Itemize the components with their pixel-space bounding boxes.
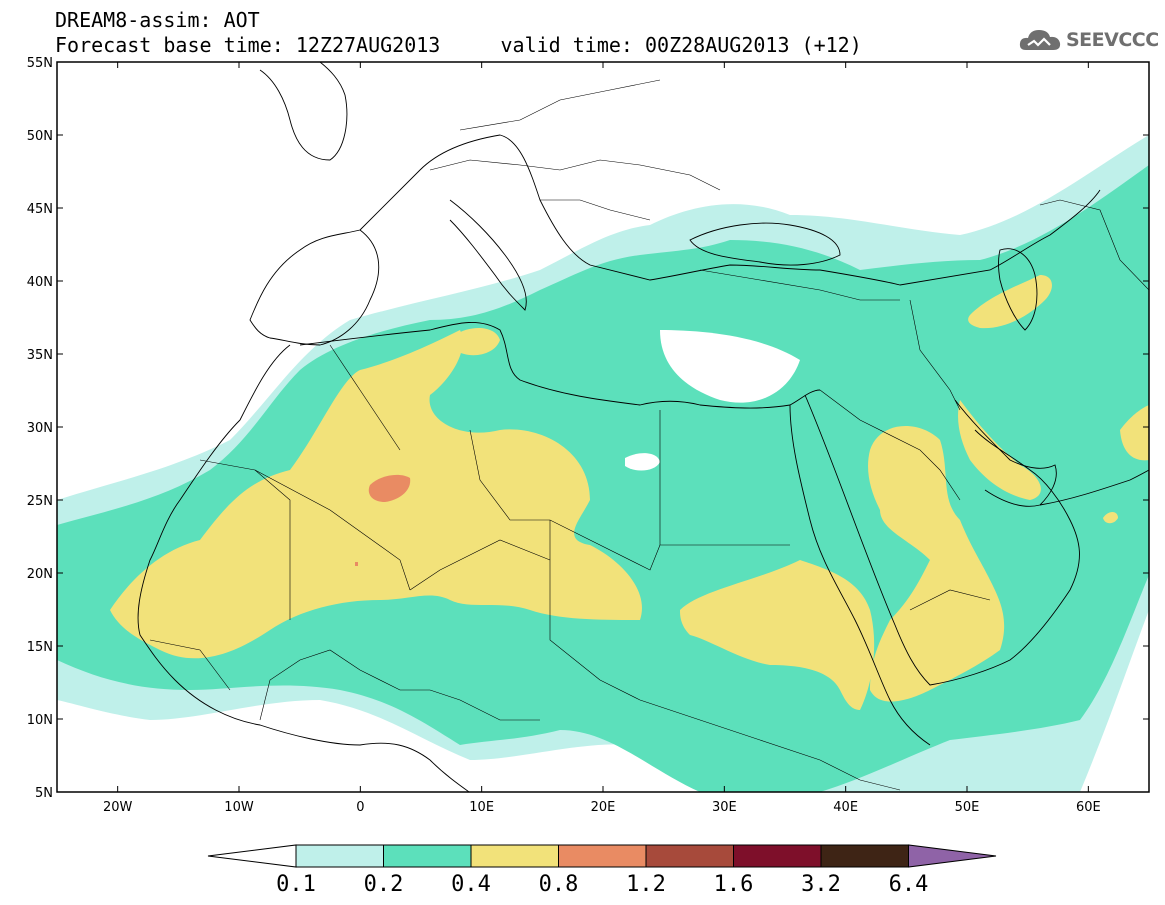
colorbar-segment bbox=[295, 844, 384, 868]
border-west-africa bbox=[149, 639, 540, 721]
lon-label: 40E bbox=[833, 800, 858, 815]
border-libya bbox=[469, 429, 661, 571]
lat-label: 15N bbox=[27, 640, 53, 655]
border-turkey bbox=[699, 269, 900, 301]
lat-label: 20N bbox=[27, 567, 53, 582]
latitude-labels: 55N 50N 45N 40N 35N 30N 25N 20N 15N 10N 5N bbox=[27, 56, 53, 801]
axis-ticks bbox=[57, 61, 1149, 793]
coastline-persian-gulf bbox=[954, 399, 1057, 507]
forecast-time-subtitle: Forecast base time: 12Z27AUG2013 valid t… bbox=[55, 33, 862, 57]
colorbar-under-arrow bbox=[207, 844, 297, 868]
coastlines bbox=[137, 62, 1149, 792]
coastline-iran bbox=[1039, 469, 1149, 506]
lon-label: 20W bbox=[103, 800, 133, 815]
colorbar-segment bbox=[470, 844, 559, 868]
colorbar-tick-label: 0.4 bbox=[451, 872, 491, 897]
aot-contour-0.4-tunisia bbox=[455, 328, 500, 356]
seevccc-logo: SEEVCCC bbox=[1018, 26, 1159, 54]
coastline-iberia-africa bbox=[249, 229, 380, 346]
colorbar-segment bbox=[820, 844, 909, 868]
lon-label: 10E bbox=[469, 800, 494, 815]
border-algeria-mali bbox=[254, 469, 411, 591]
longitude-labels: 20W 10W 0 10E 20E 30E 40E 50E 60E bbox=[103, 800, 1101, 815]
lat-label: 10N bbox=[27, 713, 53, 728]
border-morocco-algeria bbox=[329, 344, 401, 451]
coastline-caspian bbox=[998, 248, 1038, 331]
cloud-logo-icon bbox=[1019, 30, 1061, 50]
borders bbox=[149, 79, 1149, 791]
lat-label: 30N bbox=[27, 421, 53, 436]
border-egypt-sudan bbox=[659, 410, 790, 546]
colorbar bbox=[207, 844, 997, 868]
coastline-red-sea-west bbox=[789, 404, 931, 746]
border-yemen bbox=[909, 589, 991, 611]
lat-label: 45N bbox=[27, 202, 53, 217]
border-central-asia bbox=[1039, 199, 1149, 291]
colorbar-segment bbox=[383, 844, 472, 868]
lon-label: 0 bbox=[356, 800, 364, 815]
colorbar-tick-label: 6.4 bbox=[889, 872, 929, 897]
coastline-uk bbox=[259, 62, 348, 161]
aot-low-spot bbox=[625, 453, 660, 471]
map-title: DREAM8-assim: AOT bbox=[55, 8, 260, 32]
lat-label: 25N bbox=[27, 494, 53, 509]
colorbar-segment bbox=[645, 844, 734, 868]
border-europe-grid bbox=[429, 79, 721, 221]
aot-contour-0.8-dot bbox=[355, 562, 358, 566]
colorbar-over-arrow bbox=[908, 844, 997, 868]
logo-text: SEEVCCC bbox=[1066, 29, 1159, 51]
border-mauritania bbox=[199, 459, 291, 620]
lon-label: 20E bbox=[591, 800, 616, 815]
coastline-west-africa bbox=[137, 344, 470, 792]
coastline-red-sea-east bbox=[804, 394, 1080, 686]
aot-low-egypt bbox=[660, 330, 800, 403]
lon-label: 10W bbox=[224, 800, 254, 815]
coastline-europe bbox=[359, 134, 1101, 286]
aot-contour-0.4-arabia-small bbox=[1103, 512, 1118, 524]
lon-label: 50E bbox=[955, 800, 980, 815]
coastline-italy bbox=[449, 199, 527, 311]
colorbar-segment bbox=[733, 844, 822, 868]
border-iran-iraq bbox=[909, 299, 961, 411]
aot-field bbox=[57, 135, 1149, 792]
colorbar-labels: 0.1 0.2 0.4 0.8 1.2 1.6 3.2 6.4 bbox=[276, 872, 928, 897]
lat-label: 35N bbox=[27, 348, 53, 363]
colorbar-segment bbox=[558, 844, 647, 868]
lon-label: 30E bbox=[712, 800, 737, 815]
lat-label: 55N bbox=[27, 56, 53, 71]
colorbar-tick-label: 0.2 bbox=[364, 872, 404, 897]
border-chad bbox=[549, 520, 601, 681]
border-east-africa bbox=[599, 679, 901, 791]
aot-contour-0.4-arabia bbox=[868, 426, 1005, 702]
aot-contour-0.2 bbox=[57, 165, 1149, 792]
lat-label: 50N bbox=[27, 129, 53, 144]
colorbar-tick-label: 1.2 bbox=[626, 872, 666, 897]
colorbar-tick-label: 3.2 bbox=[801, 872, 841, 897]
lon-label: 60E bbox=[1076, 800, 1101, 815]
colorbar-tick-label: 1.6 bbox=[714, 872, 754, 897]
colorbar-tick-label: 0.1 bbox=[276, 872, 316, 897]
aot-contour-0.4-caspian bbox=[968, 275, 1052, 329]
border-saudi bbox=[819, 389, 961, 501]
lat-label: 5N bbox=[35, 786, 53, 801]
coastline-north-africa bbox=[299, 321, 821, 409]
border-mali-niger bbox=[409, 539, 551, 591]
aot-contour-0.4-iran bbox=[1120, 405, 1149, 461]
aot-contour-0.8 bbox=[368, 474, 411, 502]
aot-contour-0.4-sudan bbox=[680, 560, 875, 710]
coastline-black-sea bbox=[689, 222, 841, 266]
colorbar-tick-label: 0.8 bbox=[539, 872, 579, 897]
lat-label: 40N bbox=[27, 275, 53, 290]
